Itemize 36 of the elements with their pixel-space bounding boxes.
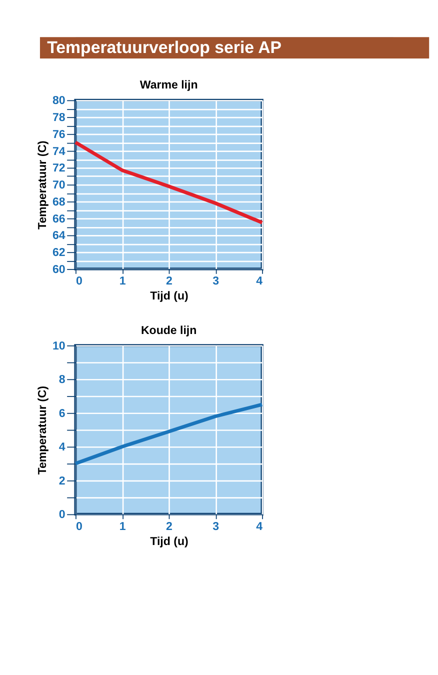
line-series (74, 402, 264, 466)
x-tick-label: 2 (166, 520, 172, 533)
chart-title: Temperatuurverloop serie AP (47, 38, 282, 58)
x-axis-title: Tijd (u) (150, 290, 189, 303)
y-tick-label: 60 (52, 264, 66, 276)
x-tick-label: 3 (212, 520, 220, 533)
x-axis-title: Tijd (u) (150, 536, 189, 548)
y-tick-label: 80 (52, 95, 66, 108)
x-tick-label: 1 (119, 276, 126, 288)
y-tick-label: 2 (58, 475, 66, 488)
y-tick-label: 64 (52, 230, 66, 242)
y-tick-label: 78 (52, 112, 66, 124)
y-tick-label: 62 (52, 247, 66, 260)
y-tick-label: 4 (58, 442, 66, 454)
y-tick-label: 74 (52, 146, 66, 158)
y-tick-label: 70 (52, 180, 66, 192)
y-axis-title: Temperatuur (C) (37, 140, 50, 230)
y-tick-label: 8 (58, 374, 66, 386)
y-tick-label: 72 (52, 162, 66, 175)
y-tick-label: 0 (58, 509, 66, 522)
line-series (74, 140, 264, 224)
x-tick-label: 0 (76, 520, 82, 533)
y-tick-label: 6 (58, 408, 66, 420)
x-tick-label: 4 (256, 276, 264, 288)
x-tick-label: 1 (119, 520, 126, 533)
y-axis-title: Temperatuur (C) (37, 386, 50, 475)
y-tick-label: 68 (52, 196, 66, 208)
y-tick-label: 10 (52, 340, 66, 352)
x-tick-label: 4 (256, 520, 264, 533)
chart-subtitle: Warme lijn (140, 80, 198, 92)
x-tick-label: 2 (166, 276, 172, 288)
chart-subtitle: Koude lijn (140, 324, 197, 337)
y-tick-label: 76 (52, 128, 66, 141)
x-tick-label: 3 (212, 276, 220, 288)
y-tick-label: 66 (52, 213, 66, 226)
x-tick-label: 0 (76, 276, 82, 288)
